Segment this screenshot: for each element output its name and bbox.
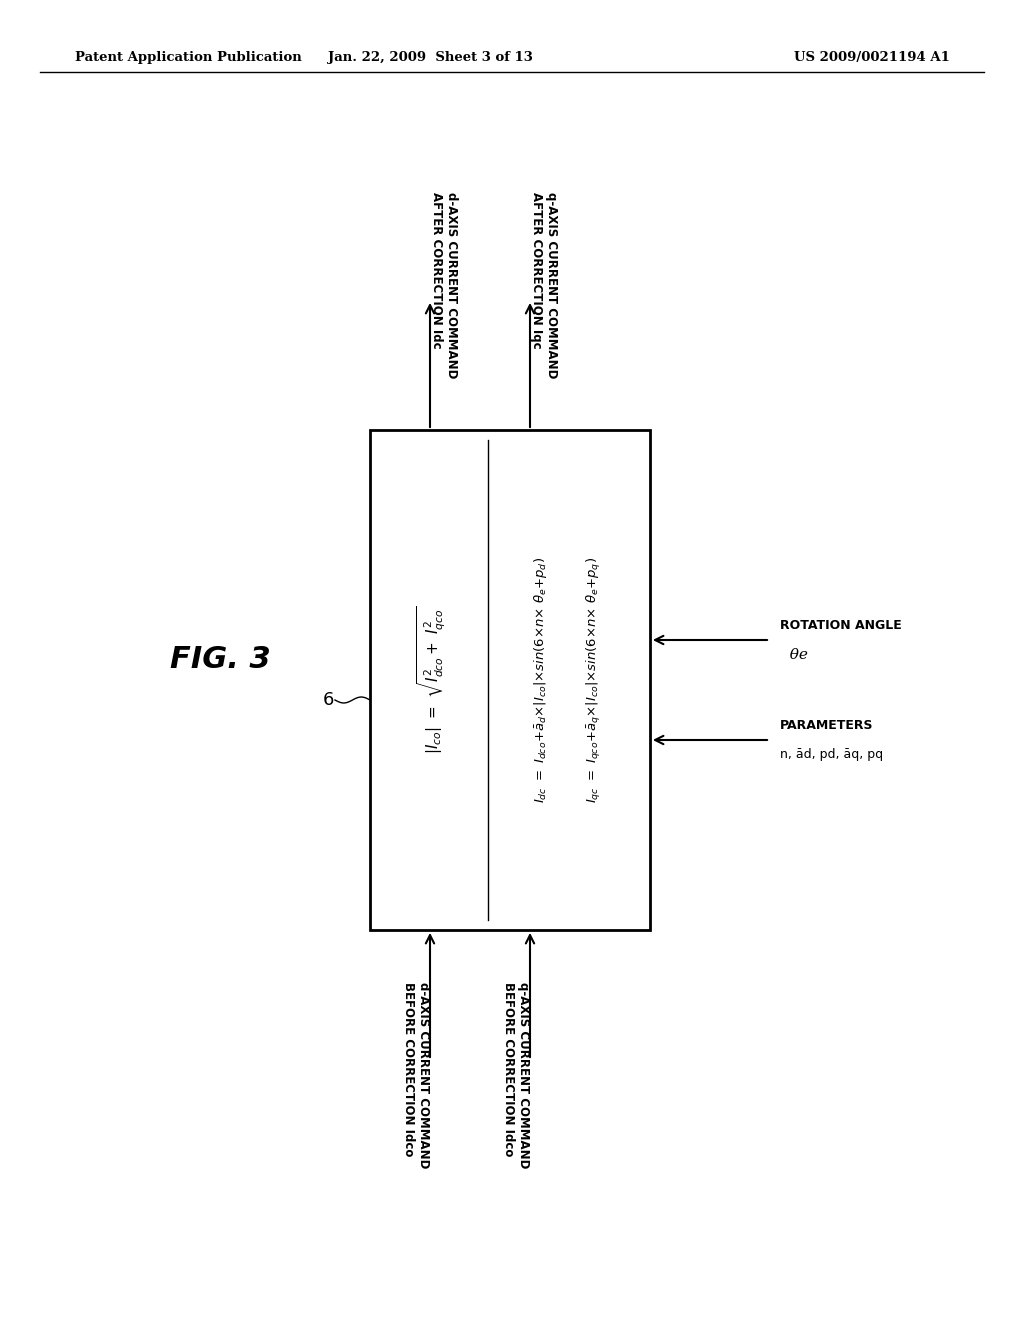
Text: Jan. 22, 2009  Sheet 3 of 13: Jan. 22, 2009 Sheet 3 of 13: [328, 51, 532, 65]
Text: Patent Application Publication: Patent Application Publication: [75, 51, 302, 65]
Text: FIG. 3: FIG. 3: [170, 645, 270, 675]
Text: PARAMETERS: PARAMETERS: [780, 719, 873, 733]
Text: $|I_{co}|\ =\ \sqrt{I_{dco}^{2}+\ I_{qco}^{2}}$: $|I_{co}|\ =\ \sqrt{I_{dco}^{2}+\ I_{qco…: [416, 606, 447, 754]
Text: d-AXIS CURRENT COMMAND
BEFORE CORRECTION Idco: d-AXIS CURRENT COMMAND BEFORE CORRECTION…: [402, 982, 430, 1168]
Text: q-AXIS CURRENT COMMAND
AFTER CORRECTION Iqc: q-AXIS CURRENT COMMAND AFTER CORRECTION …: [530, 191, 558, 379]
Text: q-AXIS CURRENT COMMAND
BEFORE CORRECTION Idco: q-AXIS CURRENT COMMAND BEFORE CORRECTION…: [502, 982, 530, 1168]
Text: US 2009/0021194 A1: US 2009/0021194 A1: [795, 51, 950, 65]
Text: θe: θe: [780, 648, 808, 663]
Bar: [370, 430, 650, 931]
Text: $I_{qc}\ =\ I_{qco}{+}\bar{a}_{q}{\times}|I_{co}|{\times}sin(6{\times}n{\times}\: $I_{qc}\ =\ I_{qco}{+}\bar{a}_{q}{\times…: [585, 557, 603, 803]
Text: n, ād, pd, āq, pq: n, ād, pd, āq, pq: [780, 748, 883, 762]
Text: $I_{dc}\ =\ I_{dco}{+}\bar{a}_{d}{\times}|I_{co}|{\times}sin(6{\times}n{\times}\: $I_{dc}\ =\ I_{dco}{+}\bar{a}_{d}{\times…: [532, 557, 549, 803]
Text: ROTATION ANGLE: ROTATION ANGLE: [780, 619, 902, 632]
Text: d-AXIS CURRENT COMMAND
AFTER CORRECTION Idc: d-AXIS CURRENT COMMAND AFTER CORRECTION …: [430, 191, 458, 379]
Text: 6: 6: [323, 690, 334, 709]
